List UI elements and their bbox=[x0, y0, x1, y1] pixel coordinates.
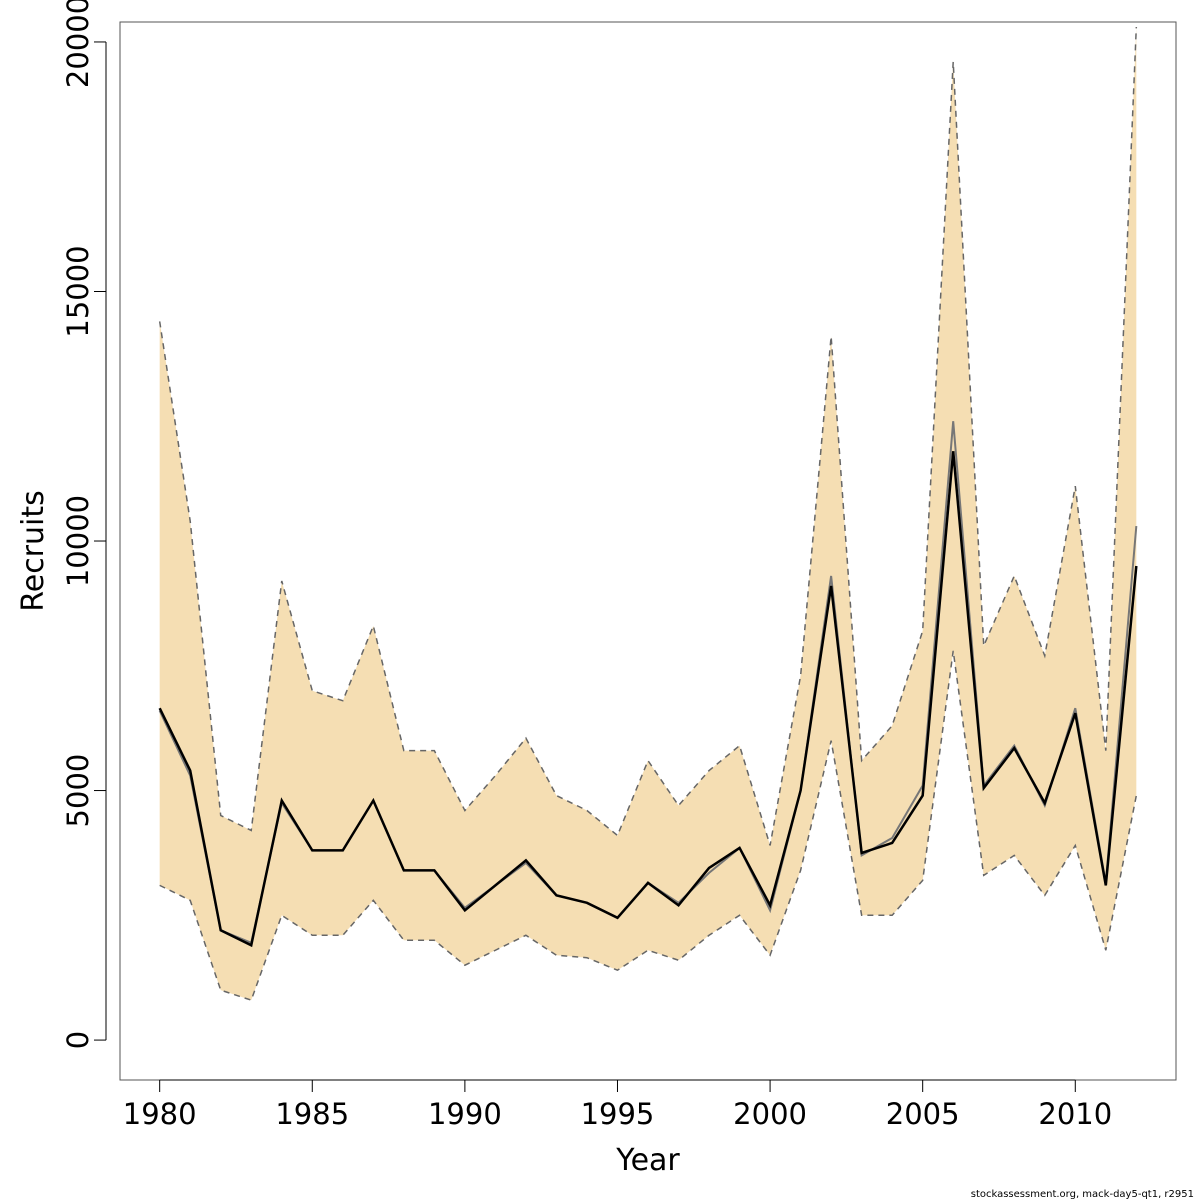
confidence-band bbox=[159, 26, 1137, 1001]
x-axis-title: Year bbox=[615, 1143, 680, 1178]
footer-credit: stockassessment.org, mack-day5-qt1, r295… bbox=[971, 1189, 1194, 1200]
y-tick-label: 20000 bbox=[61, 0, 95, 88]
y-axis-title: Recruits bbox=[16, 490, 51, 612]
x-tick-label: 2000 bbox=[733, 1097, 807, 1131]
x-tick-label: 1995 bbox=[581, 1097, 655, 1131]
y-tick-label: 15000 bbox=[61, 245, 95, 337]
x-tick-label: 1985 bbox=[275, 1097, 349, 1131]
y-tick-label: 5000 bbox=[61, 754, 95, 828]
series-line-1 bbox=[158, 451, 1138, 948]
x-tick-label: 1980 bbox=[123, 1097, 197, 1131]
x-tick-label: 1990 bbox=[428, 1097, 502, 1131]
x-tick-label: 2010 bbox=[1038, 1097, 1112, 1131]
lower-bound-line bbox=[159, 650, 1138, 1002]
axes: 1980 1985 1990 1995 2000 2005 2010 0 5000 10000 15… bbox=[61, 0, 1112, 1131]
x-tick-label: 2005 bbox=[886, 1097, 960, 1131]
y-tick-label: 10000 bbox=[61, 495, 95, 587]
plot-content bbox=[158, 26, 1138, 1002]
plot-area bbox=[158, 26, 1138, 1002]
y-tick-label: 0 bbox=[61, 1031, 95, 1049]
